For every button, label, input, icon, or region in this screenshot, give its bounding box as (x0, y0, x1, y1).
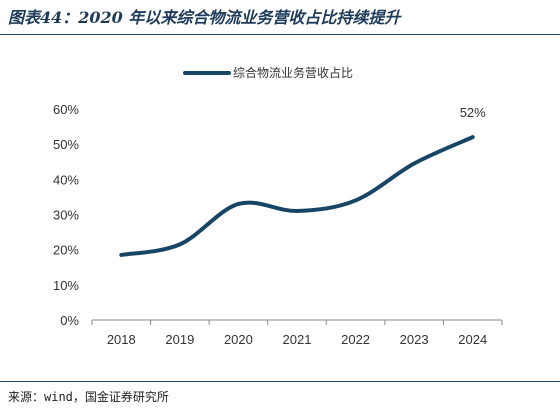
y-tick-label: 10% (53, 278, 79, 293)
x-tick-label: 2024 (458, 332, 487, 347)
x-tick-label: 2021 (283, 332, 312, 347)
source-note: 来源：wind，国金证券研究所 (8, 390, 169, 404)
x-tick-label: 2018 (107, 332, 136, 347)
line-chart: 综合物流业务营收占比 0% 10% 20% 30% 40% 50% 60% 2018 2019… (53, 65, 503, 347)
x-tick-label: 2019 (165, 332, 194, 347)
y-tick-label: 30% (53, 208, 79, 223)
chart-area: 综合物流业务营收占比 0% 10% 20% 30% 40% 50% 60% 2018 2019… (0, 36, 560, 376)
y-tick-label: 40% (53, 172, 79, 187)
footer-divider (0, 381, 560, 382)
annotation-group: 52% (460, 105, 486, 120)
title-divider (0, 34, 560, 35)
legend: 综合物流业务营收占比 (183, 65, 353, 80)
x-tick-label: 2022 (341, 332, 370, 347)
y-tick-label: 50% (53, 137, 79, 152)
x-tick-label: 2020 (224, 332, 253, 347)
y-axis: 0% 10% 20% 30% 40% 50% 60% (53, 102, 79, 328)
y-tick-label: 60% (53, 102, 79, 117)
legend-label: 综合物流业务营收占比 (233, 65, 353, 80)
figure-title: 图表44：2020 年以来综合物流业务营收占比持续提升 (8, 8, 401, 27)
data-label-last: 52% (460, 105, 486, 120)
x-axis: 2018 2019 2020 2021 2022 2023 2024 (91, 319, 503, 347)
x-tick-label: 2023 (400, 332, 429, 347)
series-group (119, 135, 475, 257)
series-line-0 (119, 135, 475, 257)
y-tick-label: 0% (60, 313, 79, 328)
y-tick-label: 20% (53, 243, 79, 258)
